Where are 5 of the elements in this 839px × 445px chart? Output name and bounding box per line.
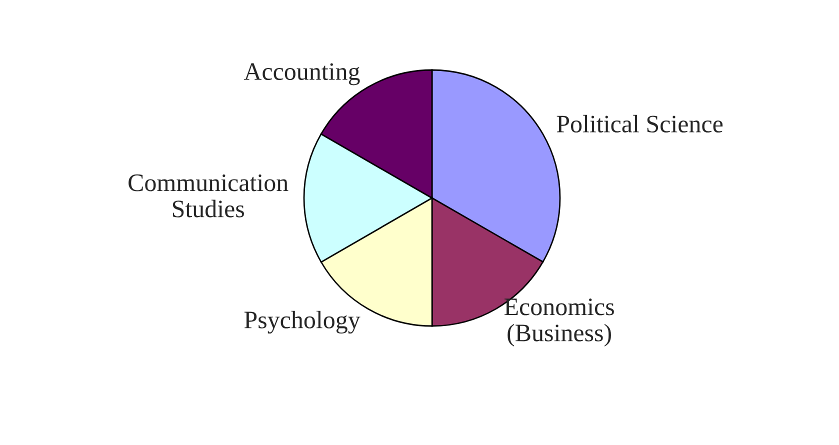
slice-label: Psychology [244, 310, 360, 334]
slice-label: Accounting [244, 63, 360, 86]
slice-label: Political Science [556, 114, 723, 133]
slice-label: Communication Studies [128, 174, 288, 218]
slice-label: Economics (Business) [504, 298, 614, 347]
